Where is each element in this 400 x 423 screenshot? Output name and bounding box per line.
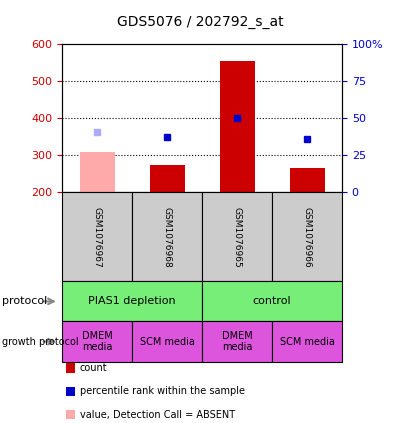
Bar <box>290 168 324 192</box>
Text: count: count <box>80 363 108 373</box>
Text: GSM1076968: GSM1076968 <box>162 206 172 267</box>
Text: SCM media: SCM media <box>280 337 334 346</box>
Text: GSM1076965: GSM1076965 <box>232 206 242 267</box>
Bar <box>150 165 184 192</box>
Text: growth protocol: growth protocol <box>2 337 79 346</box>
Text: protocol: protocol <box>2 297 47 306</box>
Text: DMEM
media: DMEM media <box>82 331 112 352</box>
Text: GSM1076966: GSM1076966 <box>302 206 312 267</box>
Bar <box>80 152 114 192</box>
Text: SCM media: SCM media <box>140 337 194 346</box>
Bar <box>220 61 254 192</box>
Text: control: control <box>253 297 291 306</box>
Text: GSM1076967: GSM1076967 <box>92 206 102 267</box>
Text: DMEM
media: DMEM media <box>222 331 252 352</box>
Text: percentile rank within the sample: percentile rank within the sample <box>80 386 245 396</box>
Text: GDS5076 / 202792_s_at: GDS5076 / 202792_s_at <box>117 15 283 29</box>
Text: PIAS1 depletion: PIAS1 depletion <box>88 297 176 306</box>
Text: value, Detection Call = ABSENT: value, Detection Call = ABSENT <box>80 409 235 420</box>
